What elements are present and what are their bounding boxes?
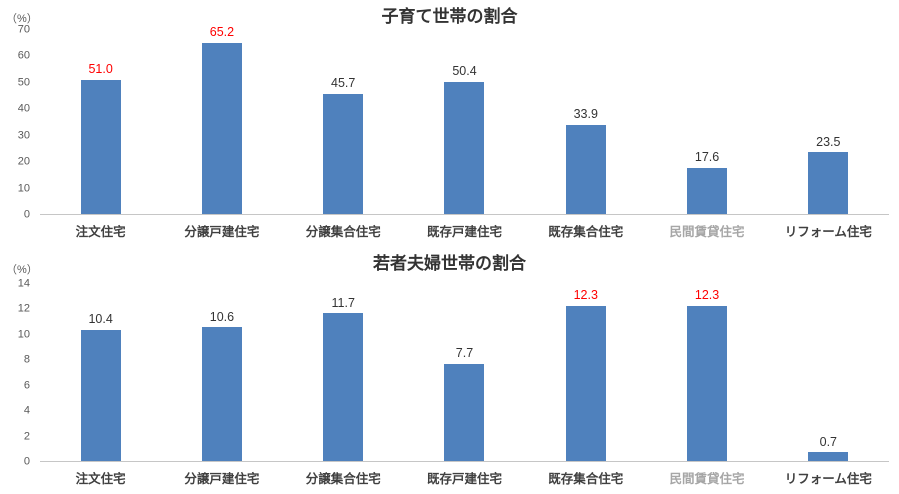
value-label: 65.2 <box>209 25 235 40</box>
chart-child-rearing-households: 子育て世帯の割合 （%） 0 10 20 30 40 50 60 70 51.0 65.2 45.… <box>0 7 889 242</box>
chart-young-couple-households: 若者夫婦世帯の割合 （%） 0 2 4 6 8 10 12 14 10.4 10.6 11.7 7.… <box>0 247 899 494</box>
bar-slot: 0.7 <box>768 284 889 461</box>
bar-slot: 12.3 <box>525 284 646 461</box>
bar <box>565 305 606 461</box>
bar-series: 10.4 10.6 11.7 7.7 12.3 12.3 0.7 <box>40 284 889 461</box>
category-label: 既存集合住宅 <box>548 471 624 486</box>
value-label: 12.3 <box>573 288 598 302</box>
category-label: 分譲戸建住宅 <box>184 224 260 239</box>
bar <box>444 363 485 461</box>
bar <box>323 313 364 461</box>
y-axis: 0 10 20 30 40 50 60 70 <box>0 24 34 220</box>
y-axis-tick-label: 30 <box>17 129 30 142</box>
category-label: 既存戸建住宅 <box>426 471 502 486</box>
category-label: 分譲集合住宅 <box>305 471 381 486</box>
y-axis-tick-label: 6 <box>23 379 30 392</box>
y-axis-tick-label: 60 <box>17 49 30 62</box>
y-axis-tick-label: 40 <box>17 102 30 115</box>
y-axis-tick-label: 50 <box>17 76 30 89</box>
value-label: 17.6 <box>694 150 720 165</box>
value-label: 0.7 <box>819 434 838 449</box>
category-label: 注文住宅 <box>75 224 126 239</box>
plot-area: 10.4 10.6 11.7 7.7 12.3 12.3 0.7 <box>40 284 889 462</box>
y-axis-tick-label: 10 <box>17 328 30 341</box>
bar-slot: 11.7 <box>283 284 404 461</box>
bar-slot: 51.0 <box>40 30 161 214</box>
category-label: 既存集合住宅 <box>548 224 624 239</box>
y-axis-tick-label: 2 <box>23 430 30 443</box>
y-axis-tick-label: 70 <box>17 23 30 36</box>
value-label: 10.4 <box>88 312 113 327</box>
category-label: 民間賃貸住宅 <box>669 471 745 486</box>
value-label: 45.7 <box>331 76 356 91</box>
y-axis-unit-label: （%） <box>6 264 38 276</box>
bar-slot: 23.5 <box>768 30 889 214</box>
bar <box>687 167 728 214</box>
category-label: 分譲戸建住宅 <box>184 471 260 486</box>
y-axis-tick-label: 0 <box>23 208 30 221</box>
bar <box>80 329 121 461</box>
value-label: 11.7 <box>331 295 355 310</box>
bar <box>565 124 606 214</box>
category-axis: 注文住宅 分譲戸建住宅 分譲集合住宅 既存戸建住宅 既存集合住宅 民間賃貸住宅 リフォーム住… <box>40 469 889 489</box>
plot-area: 51.0 65.2 45.7 50.4 33.9 17.6 23.5 <box>40 26 889 215</box>
bar-slot: 17.6 <box>646 30 767 214</box>
y-axis-tick-label: 10 <box>17 182 30 195</box>
bar-slot: 33.9 <box>525 30 646 214</box>
category-axis: 注文住宅 分譲戸建住宅 分譲集合住宅 既存戸建住宅 既存集合住宅 民間賃貸住宅 リフォーム住… <box>40 222 889 242</box>
bar-slot: 10.4 <box>40 284 161 461</box>
category-label: 分譲集合住宅 <box>305 224 381 239</box>
bar-slot: 7.7 <box>404 284 525 461</box>
chart-title: 若者夫婦世帯の割合 <box>373 254 526 273</box>
y-axis: 0 2 4 6 8 10 12 14 <box>0 278 34 467</box>
bar <box>808 152 849 214</box>
bar <box>201 42 242 214</box>
y-axis-tick-label: 4 <box>23 404 30 417</box>
bar-slot: 10.6 <box>161 284 282 461</box>
y-axis-tick-label: 12 <box>17 302 30 315</box>
bar <box>687 305 728 461</box>
value-label: 33.9 <box>573 107 598 122</box>
y-axis-tick-label: 8 <box>23 353 30 366</box>
y-axis-unit-label: （%） <box>6 13 38 25</box>
bar <box>323 93 364 214</box>
y-axis-tick-label: 14 <box>17 277 30 290</box>
value-label: 50.4 <box>452 64 477 79</box>
value-label: 23.5 <box>816 134 841 149</box>
value-label: 7.7 <box>455 346 474 361</box>
bar-slot: 12.3 <box>646 284 767 461</box>
category-label: 注文住宅 <box>75 471 126 486</box>
bar-series: 51.0 65.2 45.7 50.4 33.9 17.6 23.5 <box>40 26 889 214</box>
bar-slot: 50.4 <box>404 30 525 214</box>
category-label: 既存戸建住宅 <box>426 224 502 239</box>
value-label: 12.3 <box>694 288 720 302</box>
bar-slot: 45.7 <box>283 30 404 214</box>
y-axis-tick-label: 20 <box>17 155 30 168</box>
value-label: 10.6 <box>209 309 235 324</box>
bar-slot: 65.2 <box>161 26 282 214</box>
y-axis-tick-label: 0 <box>23 455 30 468</box>
bar <box>201 327 242 461</box>
category-label: リフォーム住宅 <box>784 471 872 486</box>
category-label: 民間賃貸住宅 <box>669 224 745 239</box>
value-label: 51.0 <box>88 62 113 77</box>
bar <box>444 81 485 214</box>
bar <box>808 452 849 461</box>
chart-title: 子育て世帯の割合 <box>381 7 518 26</box>
bar <box>80 79 121 214</box>
category-label: リフォーム住宅 <box>784 224 872 239</box>
